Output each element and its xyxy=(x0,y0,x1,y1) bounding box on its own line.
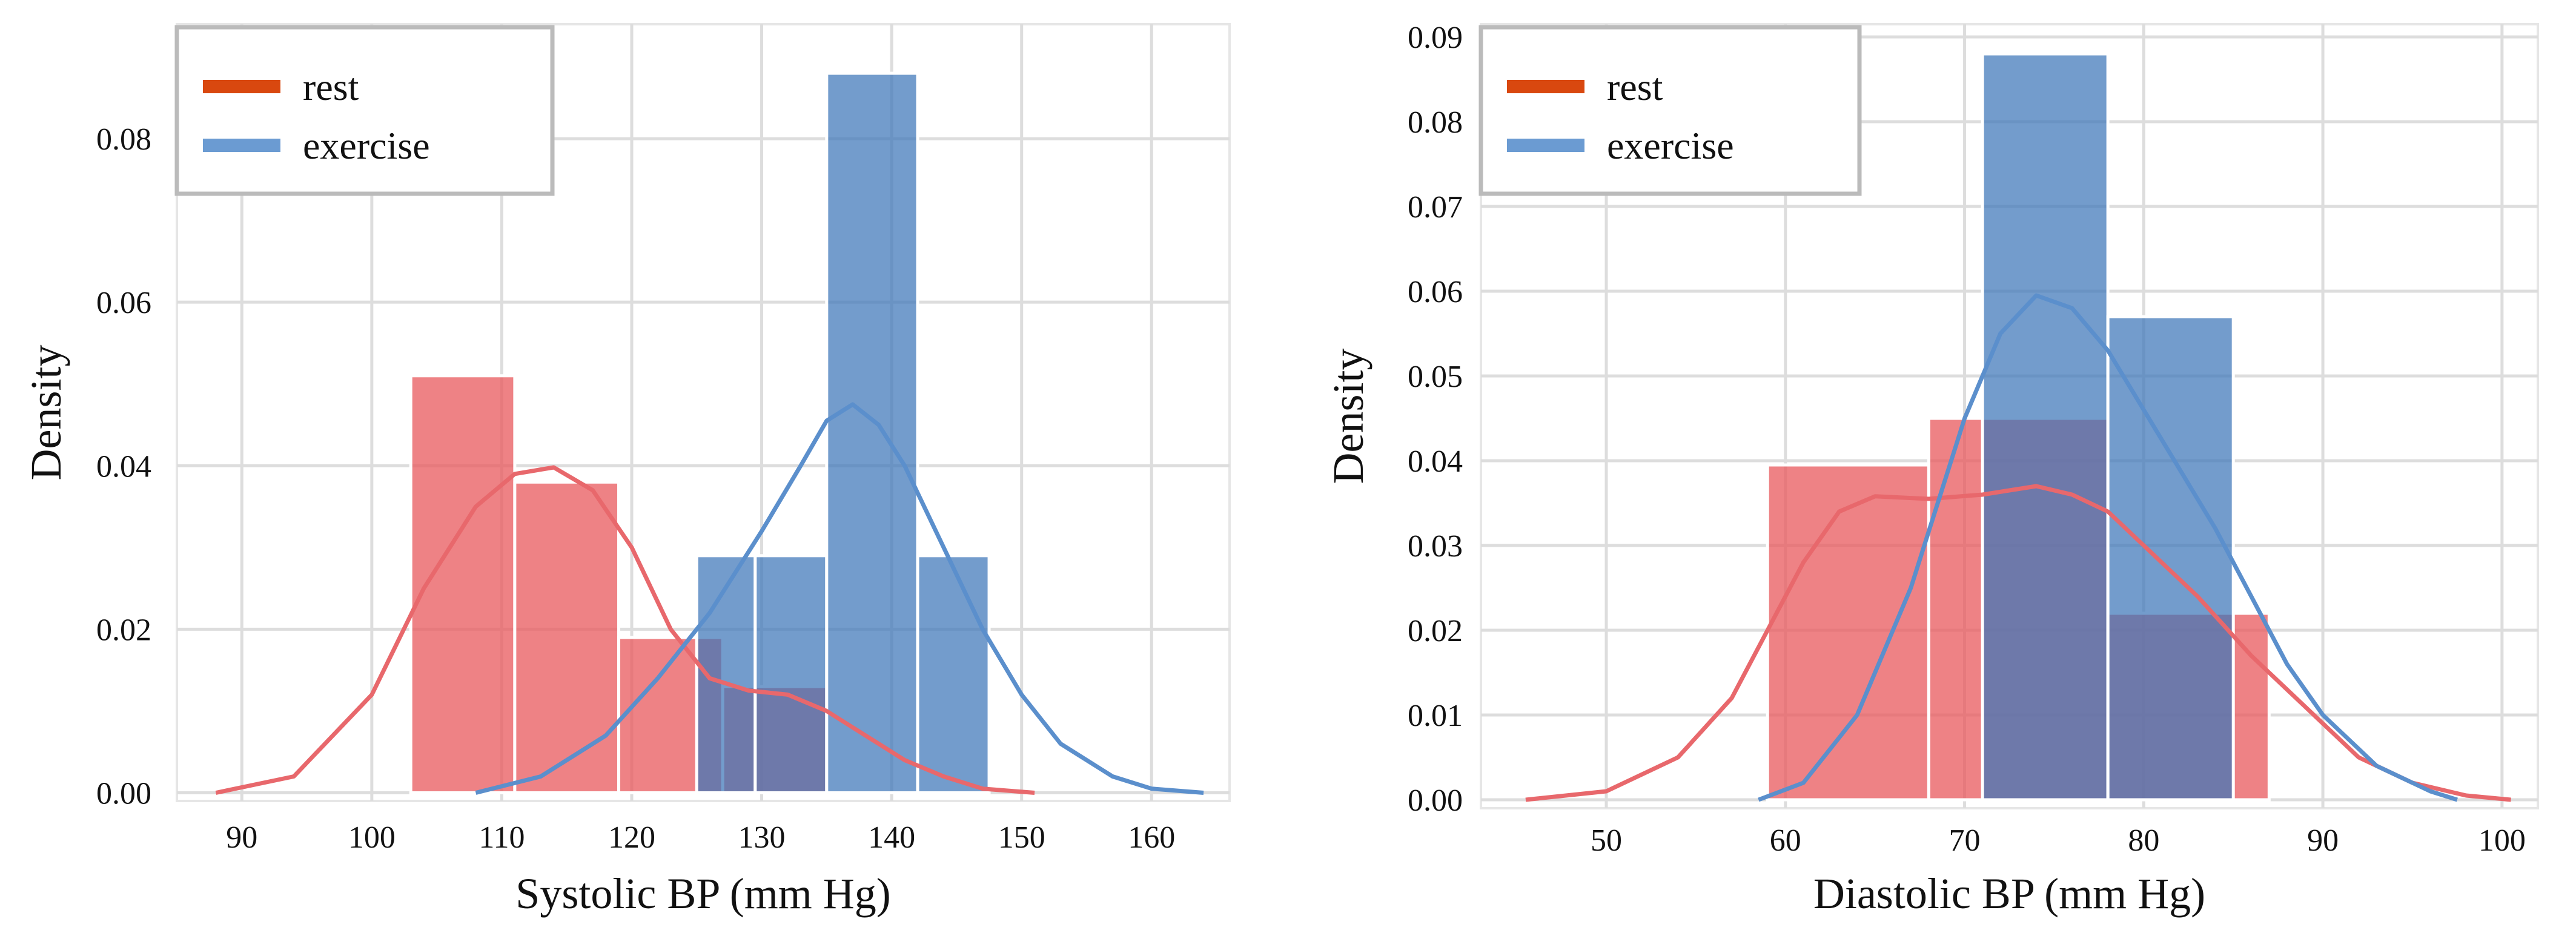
y-tick-label: 0.01 xyxy=(1408,699,1463,733)
y-tick-label: 0.09 xyxy=(1408,21,1463,55)
legend-label-exercise: exercise xyxy=(303,124,430,167)
histogram-bar-rest xyxy=(1766,463,1930,802)
legend-label-rest: rest xyxy=(1607,65,1663,108)
x-tick-label: 120 xyxy=(608,820,655,855)
x-tick-label: 50 xyxy=(1591,823,1622,858)
y-tick-label: 0.07 xyxy=(1408,190,1463,225)
kde-curve-rest xyxy=(215,465,1035,795)
y-tick-label: 0.00 xyxy=(1408,783,1463,818)
histogram-bar-exercise xyxy=(825,71,919,794)
x-tick-label: 150 xyxy=(998,820,1045,855)
x-axis-label: Diastolic BP (mm Hg) xyxy=(1813,869,2205,918)
chart-1: 90 100 110 120 130 140 150 160 0.00 0.02 0.04 0.06 0… xyxy=(22,23,1231,918)
histogram-bar-exercise xyxy=(916,554,991,794)
x-tick-label: 140 xyxy=(868,820,915,855)
legend-swatch-exercise xyxy=(203,139,280,152)
x-tick-label: 100 xyxy=(348,820,396,855)
y-tick-label: 0.08 xyxy=(1408,105,1463,140)
y-tick-label: 0.00 xyxy=(96,776,151,811)
chart-2: 50 60 70 80 90 100 0.00 0.01 0.02 0.03 0.04 0.05 0.0… xyxy=(1324,21,2539,918)
y-tick-label: 0.02 xyxy=(1408,614,1463,648)
legend: rest exercise xyxy=(174,25,555,196)
histogram-bar-exercise xyxy=(1981,52,2110,802)
legend-label-rest: rest xyxy=(303,65,359,108)
y-tick-label: 0.03 xyxy=(1408,529,1463,564)
x-tick-label: 90 xyxy=(2307,823,2339,858)
kde-curve-rest xyxy=(1525,484,2511,802)
legend-label-exercise: exercise xyxy=(1607,124,1734,167)
y-tick-label: 0.04 xyxy=(1408,444,1463,479)
y-tick-label: 0.06 xyxy=(1408,275,1463,309)
x-tick-label: 90 xyxy=(226,820,257,855)
x-tick-label: 60 xyxy=(1770,823,1801,858)
x-tick-label: 100 xyxy=(2478,823,2526,858)
legend-swatch-rest xyxy=(203,80,280,93)
histogram-bar-rest xyxy=(513,480,621,794)
y-tick-label: 0.05 xyxy=(1408,360,1463,394)
kde-curve-exercise xyxy=(1758,293,2458,802)
legend-box xyxy=(1478,25,1862,196)
y-axis-label: Density xyxy=(1324,349,1372,484)
y-tick-label: 0.04 xyxy=(96,449,151,484)
x-tick-label: 70 xyxy=(1949,823,1981,858)
x-tick-label: 160 xyxy=(1128,820,1175,855)
y-axis-label: Density xyxy=(22,345,70,481)
legend-box xyxy=(174,25,555,196)
histogram-bar-exercise xyxy=(753,554,829,794)
x-tick-label: 130 xyxy=(738,820,786,855)
y-tick-label: 0.02 xyxy=(96,613,151,647)
y-tick-label: 0.06 xyxy=(96,286,151,320)
x-tick-label: 80 xyxy=(2128,823,2159,858)
y-tick-label: 0.08 xyxy=(96,122,151,157)
x-tick-label: 110 xyxy=(478,820,525,855)
legend: rest exercise xyxy=(1478,25,1862,196)
kde-curve-exercise xyxy=(475,402,1204,795)
legend-swatch-rest xyxy=(1507,80,1584,93)
histogram-bar-exercise xyxy=(2106,315,2235,802)
x-axis-label: Systolic BP (mm Hg) xyxy=(515,869,890,918)
legend-swatch-exercise xyxy=(1507,139,1584,152)
